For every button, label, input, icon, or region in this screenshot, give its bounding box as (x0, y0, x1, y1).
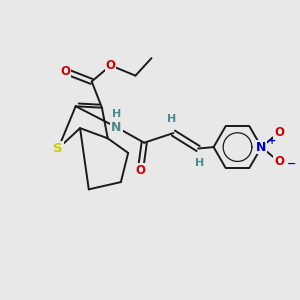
Text: S: S (53, 142, 63, 155)
Text: O: O (274, 155, 284, 168)
Text: N: N (256, 141, 267, 154)
Text: O: O (274, 126, 284, 139)
Text: H: H (112, 109, 121, 119)
Text: H: H (195, 158, 204, 167)
Text: −: − (287, 159, 296, 169)
Text: H: H (167, 114, 176, 124)
Text: N: N (111, 121, 122, 134)
Text: O: O (135, 164, 146, 177)
Text: O: O (106, 59, 116, 72)
Text: +: + (268, 136, 276, 146)
Text: O: O (61, 65, 70, 78)
